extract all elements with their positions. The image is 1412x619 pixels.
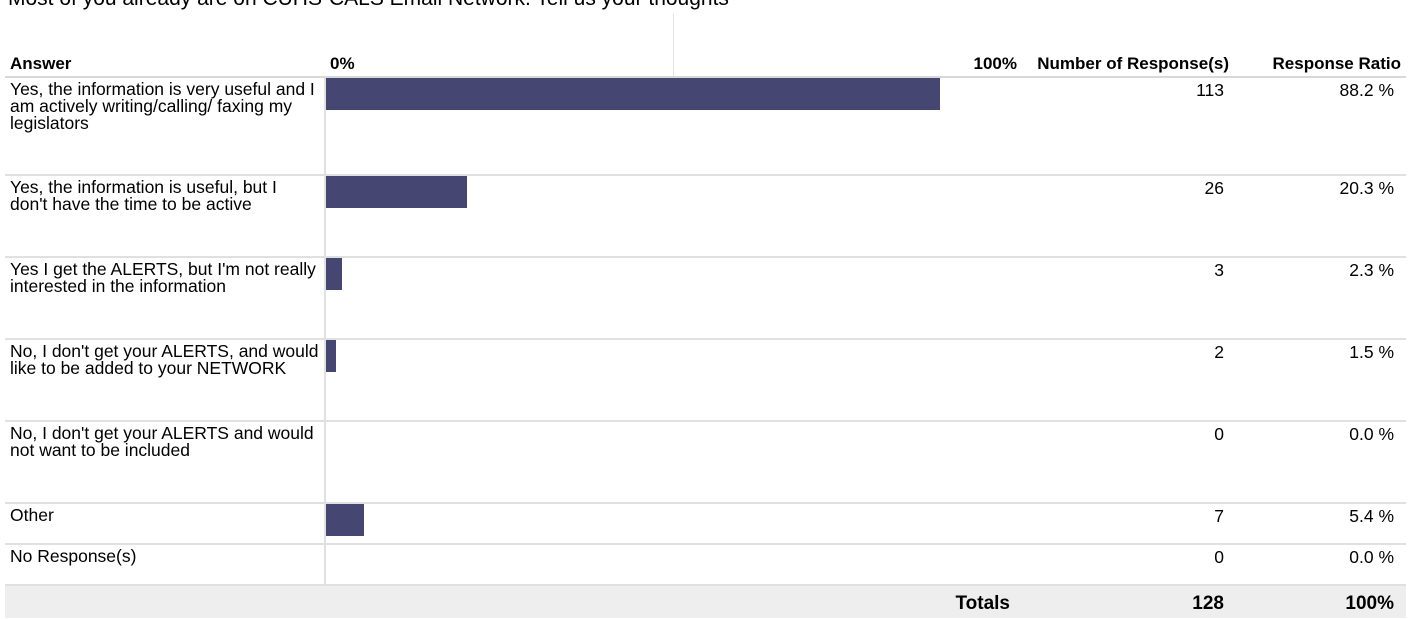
bar-cell bbox=[324, 77, 1022, 176]
table-row: Yes, the information is useful, but I do… bbox=[5, 175, 1406, 258]
ratio-header: Response Ratio bbox=[1234, 14, 1406, 78]
totals-row: Totals 128 100% bbox=[5, 585, 1406, 618]
answer-label: Other bbox=[5, 503, 325, 545]
table-row: No, I don't get your ALERTS and would no… bbox=[5, 421, 1406, 504]
answer-label: No Response(s) bbox=[5, 544, 325, 586]
response-count: 0 bbox=[1022, 544, 1234, 586]
results-table: Answer 0% 100% Number of Response(s) Res… bbox=[5, 14, 1406, 618]
bar-cell bbox=[324, 421, 1022, 504]
response-ratio: 5.4 % bbox=[1234, 503, 1406, 545]
answer-label: Yes, the information is useful, but I do… bbox=[5, 175, 325, 258]
scale-midline bbox=[673, 14, 674, 76]
response-ratio: 2.3 % bbox=[1234, 257, 1406, 340]
response-count: 2 bbox=[1022, 339, 1234, 422]
scale-max-label: 100% bbox=[973, 54, 1017, 73]
table-row: No Response(s) 0 0.0 % bbox=[5, 544, 1406, 586]
response-ratio: 88.2 % bbox=[1234, 77, 1406, 176]
bar-cell bbox=[324, 544, 1022, 586]
scale-header: 0% 100% bbox=[325, 14, 1022, 78]
answer-label: No, I don't get your ALERTS, and would l… bbox=[5, 339, 325, 422]
totals-count: 128 bbox=[1022, 585, 1234, 618]
totals-ratio: 100% bbox=[1234, 585, 1406, 618]
response-bar bbox=[326, 258, 342, 290]
response-ratio: 0.0 % bbox=[1234, 421, 1406, 504]
response-ratio: 20.3 % bbox=[1234, 175, 1406, 258]
response-bar bbox=[326, 340, 337, 372]
response-count: 0 bbox=[1022, 421, 1234, 504]
answer-label: Yes I get the ALERTS, but I'm not really… bbox=[5, 257, 325, 340]
response-ratio: 1.5 % bbox=[1234, 339, 1406, 422]
answer-label: No, I don't get your ALERTS and would no… bbox=[5, 421, 325, 504]
response-count: 113 bbox=[1022, 77, 1234, 176]
response-count: 26 bbox=[1022, 175, 1234, 258]
number-header: Number of Response(s) bbox=[1022, 14, 1234, 78]
table-row: No, I don't get your ALERTS, and would l… bbox=[5, 339, 1406, 422]
response-bar bbox=[326, 176, 468, 208]
response-bar bbox=[326, 78, 940, 110]
answer-header: Answer bbox=[5, 14, 325, 78]
bar-cell bbox=[324, 175, 1022, 258]
response-count: 3 bbox=[1022, 257, 1234, 340]
response-bar bbox=[326, 504, 364, 536]
header-row: Answer 0% 100% Number of Response(s) Res… bbox=[5, 14, 1406, 78]
bar-cell bbox=[324, 503, 1022, 545]
table-row: Yes I get the ALERTS, but I'm not really… bbox=[5, 257, 1406, 340]
bar-cell bbox=[324, 339, 1022, 422]
totals-spacer bbox=[5, 585, 325, 618]
bar-cell bbox=[324, 257, 1022, 340]
response-ratio: 0.0 % bbox=[1234, 544, 1406, 586]
answer-label: Yes, the information is very useful and … bbox=[5, 77, 325, 176]
scale-min-label: 0% bbox=[330, 54, 355, 73]
survey-question: Most of you already are on CUHS-CALS Ema… bbox=[8, 0, 729, 11]
totals-label: Totals bbox=[325, 585, 1022, 618]
table-row: Other 7 5.4 % bbox=[5, 503, 1406, 545]
table-row: Yes, the information is very useful and … bbox=[5, 77, 1406, 176]
response-count: 7 bbox=[1022, 503, 1234, 545]
